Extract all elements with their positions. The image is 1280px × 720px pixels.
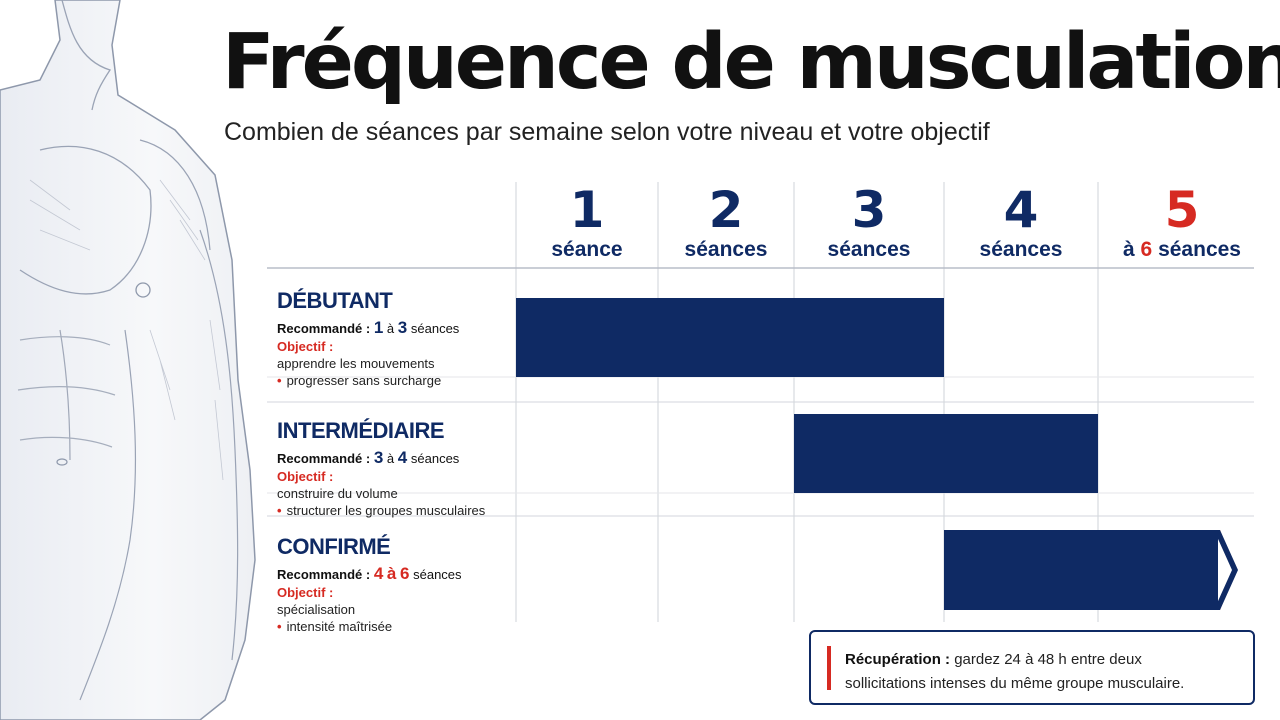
recommended-line: Recommandé : 3 à 4 séances <box>277 448 485 468</box>
column-label-5-prefix: à <box>1123 238 1135 261</box>
chart-subtitle: Combien de séances par semaine selon vot… <box>224 118 990 146</box>
column-number-2: 2 <box>708 181 744 239</box>
level-name: DÉBUTANT <box>277 288 393 313</box>
objective-item-text: progresser sans surcharge <box>286 373 442 388</box>
column-label-5-unit: séances <box>1158 238 1241 261</box>
column-number-4: 4 <box>1003 181 1039 239</box>
bullet-icon: • <box>277 373 282 388</box>
objective-item: spécialisation <box>277 602 356 617</box>
recommended-label: Recommandé : <box>277 321 371 336</box>
row-debutant: DÉBUTANT Recommandé : 1 à 3 séances Obje… <box>277 288 459 388</box>
chart-title: Fréquence de musculation <box>222 18 1280 107</box>
objective-item: • structurer les groupes musculaires <box>277 503 485 518</box>
column-header-5: 5 à 6 séances <box>1098 182 1266 262</box>
column-label-3: séances <box>827 238 911 261</box>
level-name: INTERMÉDIAIRE <box>277 418 445 443</box>
objective-label: Objectif : <box>277 585 334 600</box>
objective-item: construire du volume <box>277 486 398 501</box>
recommended-to: 3 <box>397 318 408 337</box>
recommended-from: 4 <box>373 564 384 583</box>
recommended-to: 6 <box>400 564 410 583</box>
note-text-2: sollicitations intenses du même groupe m… <box>845 675 1185 692</box>
objective-label: Objectif : <box>277 469 334 484</box>
bullet-icon: • <box>277 619 282 634</box>
column-label-2: séances <box>684 238 768 261</box>
objective-item-text: structurer les groupes musculaires <box>286 503 486 518</box>
objective-item: apprendre les mouvements <box>277 356 435 371</box>
level-name: CONFIRMÉ <box>277 534 391 559</box>
column-header-2: 2 séances <box>658 182 794 262</box>
column-number-5: 5 <box>1164 181 1200 239</box>
column-label-1: séance <box>551 238 623 261</box>
column-label-5-number: 6 <box>1140 238 1153 261</box>
recommended-sep: à <box>386 564 397 583</box>
recommended-from: 1 <box>373 318 384 337</box>
recommended-label: Recommandé : <box>277 451 371 466</box>
recommended-to: 4 <box>397 448 408 467</box>
recommended-label: Recommandé : <box>277 567 371 582</box>
row-confirme: CONFIRMÉ Recommandé : 4 à 6 séances Obje… <box>277 534 462 634</box>
recommended-unit: séances <box>413 567 462 582</box>
objective-item-text: intensité maîtrisée <box>286 619 393 634</box>
note-text: Récupération : gardez 24 à 48 h entre de… <box>845 648 1184 696</box>
bar-1 <box>516 298 944 377</box>
recommended-line: Recommandé : 4 à 6 séances <box>277 564 462 584</box>
bar-arrow-notch <box>1214 530 1238 610</box>
column-number-1: 1 <box>569 181 605 239</box>
recommended-line: Recommandé : 1 à 3 séances <box>277 318 459 338</box>
muscular-torso-illustration <box>0 0 256 720</box>
recommended-from: 3 <box>373 448 384 467</box>
recovery-note: Récupération : gardez 24 à 48 h entre de… <box>809 630 1255 705</box>
column-header-1: 1 séance <box>516 182 658 262</box>
objective-label: Objectif : <box>277 339 334 354</box>
recommended-unit: séances <box>410 321 460 336</box>
recommended-unit: séances <box>410 451 460 466</box>
note-text-1: gardez 24 à 48 h entre deux <box>954 651 1142 668</box>
note-label: Récupération : <box>845 651 951 668</box>
recommended-sep: à <box>386 451 395 466</box>
column-label-5: à 6 séances <box>1098 238 1266 262</box>
bar-2 <box>794 414 1098 493</box>
bullet-icon: • <box>277 503 282 518</box>
objective-item: • progresser sans surcharge <box>277 373 459 388</box>
note-accent-bar <box>827 646 831 690</box>
column-number-3: 3 <box>851 181 887 239</box>
row-intermediaire: INTERMÉDIAIRE Recommandé : 3 à 4 séances… <box>277 418 485 518</box>
recommended-sep: à <box>386 321 395 336</box>
bar-3 <box>944 530 1218 610</box>
objective-item: • intensité maîtrisée <box>277 619 462 634</box>
column-label-4: séances <box>979 238 1063 261</box>
column-header-3: 3 séances <box>794 182 944 262</box>
column-header-4: 4 séances <box>944 182 1098 262</box>
